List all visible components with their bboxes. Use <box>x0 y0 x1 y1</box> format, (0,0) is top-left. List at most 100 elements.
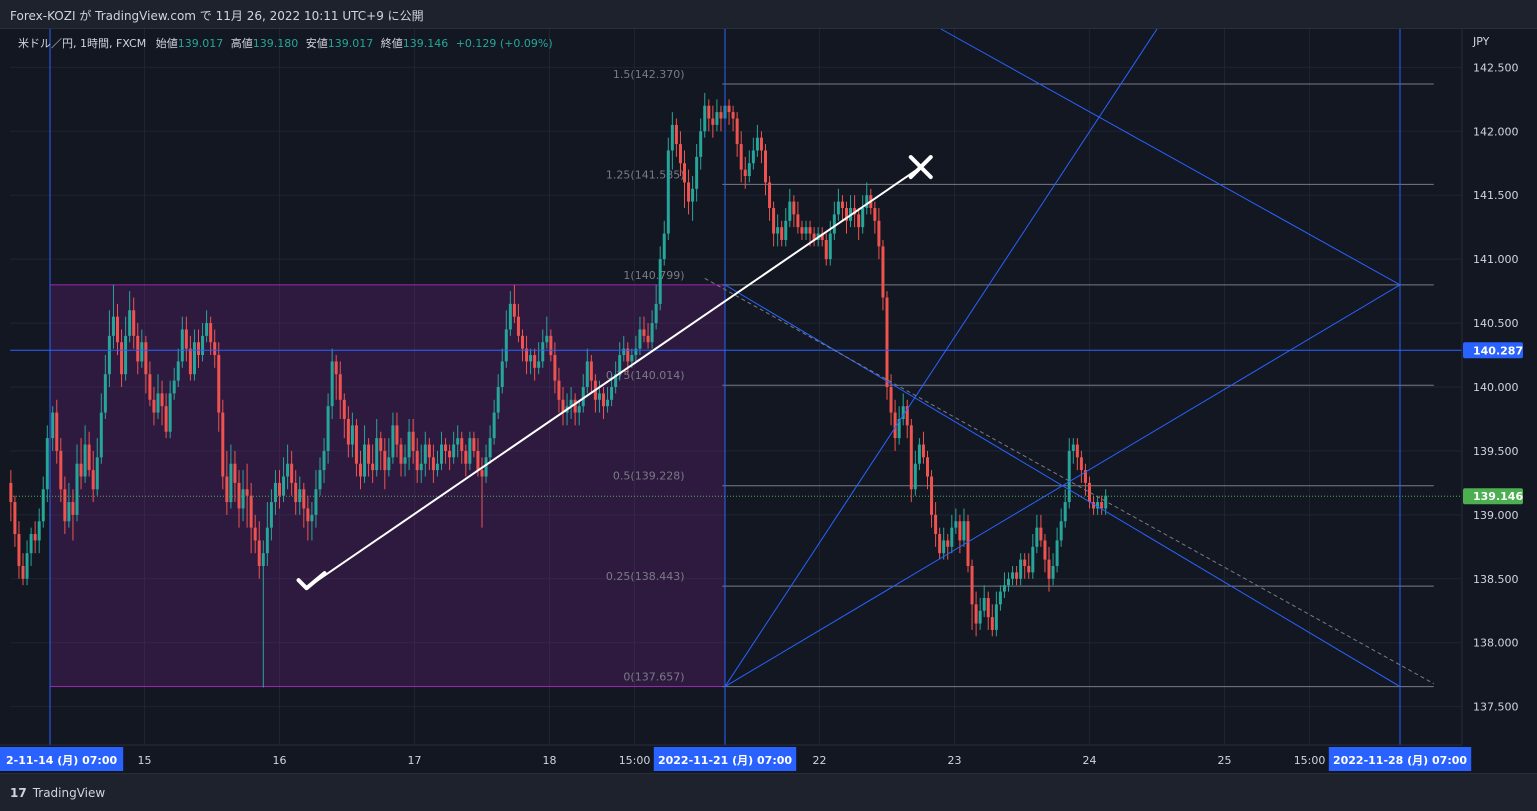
candle-body <box>480 470 484 477</box>
candle-body <box>128 310 132 336</box>
candle-body <box>788 201 792 221</box>
price-tick-label: 141.500 <box>1473 189 1519 202</box>
time-axis[interactable]: 2-11-14 (月) 07:00 15 16 17 18 15:00 2022-11-21… <box>0 744 1472 773</box>
candle-body <box>885 297 889 387</box>
candle-body <box>245 489 249 496</box>
candle-body <box>37 521 41 541</box>
candle-body <box>597 393 601 400</box>
close-label: 終値 <box>380 37 403 50</box>
candle-body <box>1088 482 1091 503</box>
symbol-label: 米ドル／円, 1時間, FXCM <box>18 37 147 50</box>
candle-body <box>678 144 682 164</box>
candle-body <box>306 508 310 522</box>
candle-body <box>87 444 91 471</box>
price-tick-label: 139.000 <box>1473 509 1519 522</box>
candle-body <box>472 438 476 451</box>
candle-body <box>136 335 140 362</box>
price-axis[interactable]: JPY 142.500 142.000 141.500 141.000 140.500 14… <box>1461 29 1537 745</box>
candle-body <box>537 361 541 368</box>
candle-body <box>310 514 314 522</box>
time-label-badge <box>0 747 124 771</box>
change-value: +0.129 (+0.09%) <box>455 37 553 50</box>
candle-body <box>120 342 124 375</box>
candle-body <box>464 450 468 464</box>
candle-body <box>233 463 237 483</box>
candle-body <box>448 450 452 458</box>
time-label-highlight: 2-11-14 (月) 07:00 <box>6 754 117 767</box>
candle-body <box>124 335 128 375</box>
candle-body <box>755 137 759 151</box>
candle-body <box>1071 444 1075 451</box>
time-tick-label: 15 <box>138 754 152 767</box>
time-label-badge <box>1328 747 1472 771</box>
candle-body <box>350 425 354 445</box>
candle-body <box>683 163 686 183</box>
range-box-layer <box>49 284 726 688</box>
candle-body <box>824 239 828 260</box>
open-label: 始値 <box>155 37 178 50</box>
candle-body <box>759 137 763 151</box>
candle-body <box>695 156 699 189</box>
tradingview-logo[interactable]: 17 TradingView <box>10 786 105 800</box>
candle-body <box>476 450 480 471</box>
candle-body <box>492 412 496 439</box>
candle-body <box>836 201 840 215</box>
fib-level-label: 1.25(141.585) <box>606 168 685 181</box>
candle-body <box>63 489 67 522</box>
candle-body <box>29 534 33 554</box>
cross-mark-icon <box>908 155 933 180</box>
candle-body <box>739 144 743 170</box>
candle-body <box>970 566 974 605</box>
candle-body <box>103 374 107 413</box>
candle-body <box>873 208 877 221</box>
candle-body <box>261 553 265 566</box>
candle-body <box>225 476 229 503</box>
time-tick-label: 15:00 <box>1294 754 1326 767</box>
time-tick-label: 15:00 <box>619 754 651 767</box>
candle-body <box>116 316 119 343</box>
grid-layer <box>10 29 1462 745</box>
candle-body <box>41 489 45 522</box>
price-tick-label: 137.500 <box>1473 701 1519 714</box>
candle-body <box>59 450 63 490</box>
candle-body <box>553 355 557 381</box>
time-tick-label: 25 <box>1218 754 1232 767</box>
candle-body <box>371 463 375 471</box>
candle-body <box>107 335 111 375</box>
candle-body <box>237 482 241 509</box>
candle-body <box>282 476 286 496</box>
candle-body <box>205 323 209 336</box>
candle-body <box>156 393 160 413</box>
candle-body <box>946 540 950 547</box>
candle-body <box>642 329 646 336</box>
candle-body <box>670 124 674 151</box>
time-tick-label: 22 <box>813 754 827 767</box>
price-tick-label: 141.000 <box>1473 253 1519 266</box>
candle-body <box>865 195 869 208</box>
candle-body <box>545 335 549 343</box>
candle-body <box>1092 502 1096 509</box>
candle-body <box>930 476 934 515</box>
candle-body <box>217 355 221 413</box>
fib-level-label: 0.75(140.014) <box>606 369 685 382</box>
candle-body <box>585 361 589 387</box>
candle-body <box>229 463 233 503</box>
candle-body <box>784 220 788 240</box>
candle-body <box>452 444 456 458</box>
time-tick-label: 24 <box>1083 754 1097 767</box>
candle-body <box>431 457 435 471</box>
candle-body <box>950 527 954 547</box>
candle-body <box>71 502 75 515</box>
candle-body <box>25 553 29 579</box>
fib-level-label: 1.5(142.370) <box>613 68 685 81</box>
candle-body <box>743 169 747 177</box>
candle-body <box>1027 566 1031 573</box>
high-label: 高値 <box>230 37 253 50</box>
time-tick-label: 23 <box>948 754 962 767</box>
candle-body <box>354 425 358 464</box>
price-label-badge <box>1463 342 1523 359</box>
candle-body <box>468 438 472 464</box>
candle-body <box>703 105 707 132</box>
candle-body <box>589 361 593 381</box>
